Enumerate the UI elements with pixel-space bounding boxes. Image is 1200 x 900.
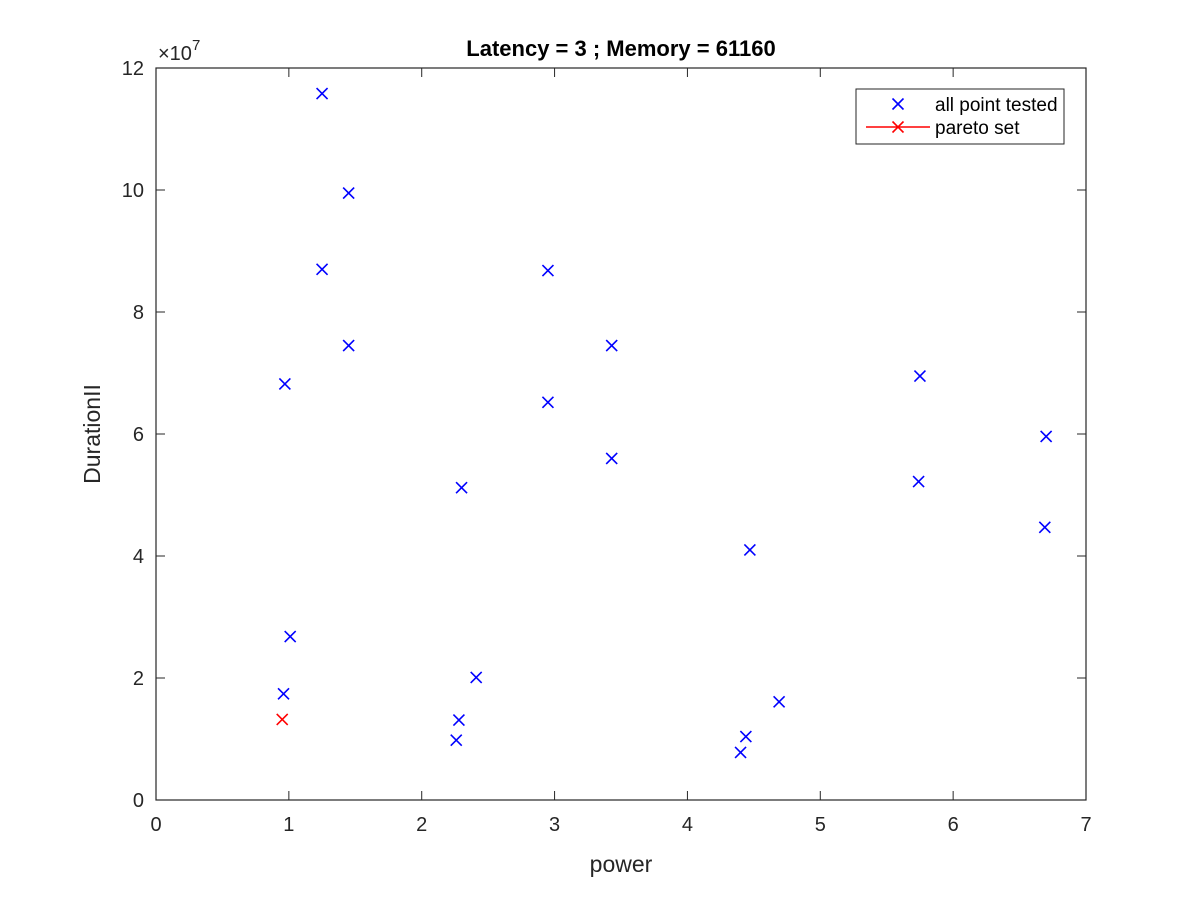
data-point-tested	[455, 481, 468, 494]
y-exponent-label: ×107	[158, 37, 200, 65]
x-axis-label: power	[590, 851, 653, 877]
data-point-tested	[541, 264, 554, 277]
data-point-tested	[316, 263, 329, 276]
y-tick-label: 8	[133, 302, 144, 324]
data-point-tested	[470, 671, 483, 684]
x-tick-label: 5	[815, 814, 826, 836]
legend-label-pareto: pareto set	[935, 118, 1020, 139]
data-point-tested	[734, 746, 747, 759]
legend-x-mark	[891, 97, 905, 111]
legend-x-mark	[891, 120, 905, 134]
chart-title: Latency = 3 ; Memory = 61160	[466, 36, 775, 61]
plot-area	[156, 68, 1086, 800]
legend-entry-pareto: pareto set	[866, 118, 1020, 139]
y-tick-label: 6	[133, 424, 144, 446]
data-point-tested	[277, 687, 290, 700]
y-exponent-base: ×10	[158, 43, 192, 65]
data-point-tested	[452, 714, 465, 727]
plot-frame	[155, 67, 1087, 801]
y-tick-labels: 0 2 4 6 8 10 12	[122, 58, 144, 812]
data-point-tested	[912, 475, 925, 488]
data-points	[276, 87, 1053, 759]
y-tick-label: 4	[133, 546, 144, 568]
y-exponent-power: 7	[192, 37, 200, 54]
data-point-tested	[316, 87, 329, 100]
x-tick-label: 3	[549, 814, 560, 836]
x-tick-label: 6	[948, 814, 959, 836]
legend-marker-blue-x	[891, 97, 905, 111]
data-point-tested	[773, 695, 786, 708]
x-tick-label: 4	[682, 814, 693, 836]
y-tick-label: 10	[122, 180, 144, 202]
data-point-tested	[739, 730, 752, 743]
data-point-tested	[913, 369, 926, 383]
x-tick-labels: 0 1 2 3 4 5 6 7	[150, 814, 1091, 836]
data-point-tested	[1038, 521, 1051, 534]
y-tick-label: 2	[133, 668, 144, 690]
data-point-tested	[1040, 430, 1053, 443]
legend-label-all-points: all point tested	[935, 95, 1058, 116]
y-axis-label: DurationII	[79, 384, 105, 484]
data-point-tested	[450, 734, 463, 747]
data-point-tested	[541, 396, 554, 409]
legend: all point tested pareto set	[855, 88, 1065, 145]
legend-marker-red-x	[891, 120, 905, 134]
y-tick-label: 12	[122, 58, 144, 80]
x-tick-label: 7	[1080, 814, 1091, 836]
y-tick-label: 0	[133, 790, 144, 812]
data-point-tested	[342, 339, 355, 352]
data-point-tested	[284, 630, 297, 643]
data-point-tested	[605, 339, 618, 352]
legend-entry-all-points: all point tested	[891, 95, 1058, 116]
legend-box	[855, 88, 1065, 145]
data-point-tested	[342, 186, 355, 200]
x-tick-label: 2	[416, 814, 427, 836]
data-point-tested	[743, 543, 756, 556]
data-point-pareto	[276, 713, 289, 726]
x-tick-label: 0	[150, 814, 161, 836]
x-tick-label: 1	[283, 814, 294, 836]
data-point-tested	[605, 452, 618, 465]
data-point-tested	[278, 377, 291, 391]
